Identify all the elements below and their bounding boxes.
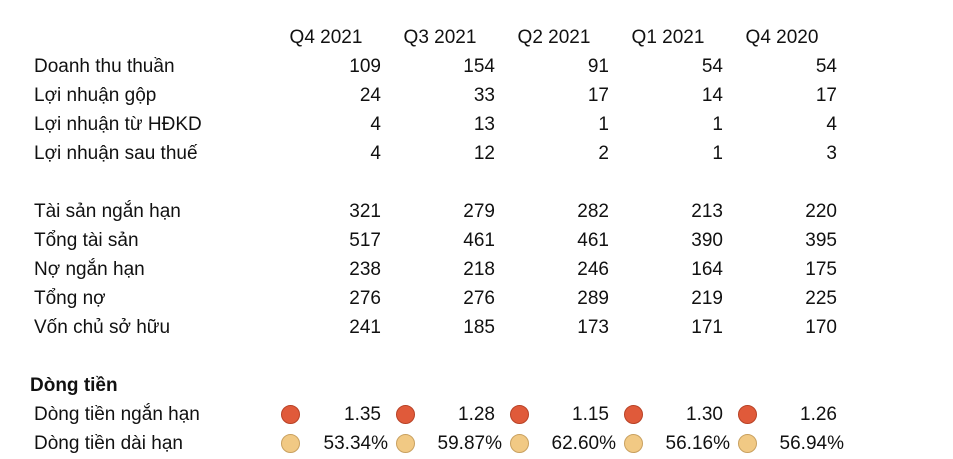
- column-header-q1-2021: Q1 2021: [631, 27, 705, 48]
- row-label: Lợi nhuận gộp: [34, 85, 157, 106]
- row-label: Tổng nợ: [34, 288, 106, 309]
- red-circle-indicator-icon: [510, 405, 529, 424]
- table-cell: 1.30: [686, 404, 723, 425]
- table-cell: 461: [463, 230, 495, 251]
- table-cell: 321: [349, 201, 381, 222]
- row-label: Lợi nhuận từ HĐKD: [34, 114, 202, 135]
- row-label: Doanh thu thuần: [34, 56, 175, 77]
- yellow-circle-indicator-icon: [738, 434, 757, 453]
- table-cell: 4: [370, 143, 381, 164]
- row-label: Vốn chủ sở hữu: [34, 317, 171, 338]
- table-cell: 54: [701, 56, 723, 77]
- table-cell: 225: [805, 288, 837, 309]
- table-cell: 4: [826, 114, 837, 135]
- column-header-q4-2020: Q4 2020: [745, 27, 819, 48]
- column-header-q4-2021: Q4 2021: [289, 27, 363, 48]
- table-cell: 185: [463, 317, 495, 338]
- table-cell: 33: [473, 85, 495, 106]
- row-label: Nợ ngắn hạn: [34, 259, 145, 280]
- yellow-circle-indicator-icon: [281, 434, 300, 453]
- table-cell: 53.34%: [323, 433, 388, 454]
- table-cell: 213: [691, 201, 723, 222]
- yellow-circle-indicator-icon: [624, 434, 643, 453]
- row-label: Dòng tiền dài hạn: [34, 433, 183, 454]
- table-cell: 1.28: [458, 404, 495, 425]
- table-cell: 62.60%: [551, 433, 616, 454]
- table-cell: 390: [691, 230, 723, 251]
- table-cell: 1.15: [572, 404, 609, 425]
- table-cell: 220: [805, 201, 837, 222]
- table-cell: 54: [815, 56, 837, 77]
- section-title: Dòng tiền: [30, 375, 118, 396]
- table-cell: 170: [805, 317, 837, 338]
- row-label: Tổng tài sản: [34, 230, 139, 251]
- table-cell: 56.94%: [779, 433, 844, 454]
- table-cell: 241: [349, 317, 381, 338]
- row-label: Tài sản ngắn hạn: [34, 201, 181, 222]
- table-cell: 1: [712, 143, 723, 164]
- table-cell: 173: [577, 317, 609, 338]
- table-cell: 1.35: [344, 404, 381, 425]
- table-cell: 109: [349, 56, 381, 77]
- red-circle-indicator-icon: [738, 405, 757, 424]
- table-cell: 12: [473, 143, 495, 164]
- red-circle-indicator-icon: [624, 405, 643, 424]
- row-label: Lợi nhuận sau thuế: [34, 143, 198, 164]
- table-cell: 1.26: [800, 404, 837, 425]
- table-cell: 14: [701, 85, 723, 106]
- table-cell: 276: [349, 288, 381, 309]
- table-cell: 56.16%: [665, 433, 730, 454]
- table-cell: 17: [815, 85, 837, 106]
- table-cell: 279: [463, 201, 495, 222]
- table-cell: 13: [473, 114, 495, 135]
- table-cell: 171: [691, 317, 723, 338]
- table-cell: 4: [370, 114, 381, 135]
- table-cell: 289: [577, 288, 609, 309]
- red-circle-indicator-icon: [281, 405, 300, 424]
- table-cell: 164: [691, 259, 723, 280]
- table-cell: 154: [463, 56, 495, 77]
- table-cell: 3: [826, 143, 837, 164]
- table-cell: 1: [712, 114, 723, 135]
- table-cell: 276: [463, 288, 495, 309]
- column-header-q3-2021: Q3 2021: [403, 27, 477, 48]
- table-cell: 2: [598, 143, 609, 164]
- table-cell: 24: [359, 85, 381, 106]
- table-cell: 282: [577, 201, 609, 222]
- yellow-circle-indicator-icon: [510, 434, 529, 453]
- table-cell: 219: [691, 288, 723, 309]
- table-cell: 1: [598, 114, 609, 135]
- table-cell: 246: [577, 259, 609, 280]
- table-cell: 395: [805, 230, 837, 251]
- table-cell: 59.87%: [437, 433, 502, 454]
- red-circle-indicator-icon: [396, 405, 415, 424]
- table-cell: 91: [587, 56, 609, 77]
- table-cell: 517: [349, 230, 381, 251]
- table-cell: 238: [349, 259, 381, 280]
- table-cell: 175: [805, 259, 837, 280]
- table-cell: 17: [587, 85, 609, 106]
- yellow-circle-indicator-icon: [396, 434, 415, 453]
- column-header-q2-2021: Q2 2021: [517, 27, 591, 48]
- table-cell: 218: [463, 259, 495, 280]
- table-cell: 461: [577, 230, 609, 251]
- row-label: Dòng tiền ngắn hạn: [34, 404, 200, 425]
